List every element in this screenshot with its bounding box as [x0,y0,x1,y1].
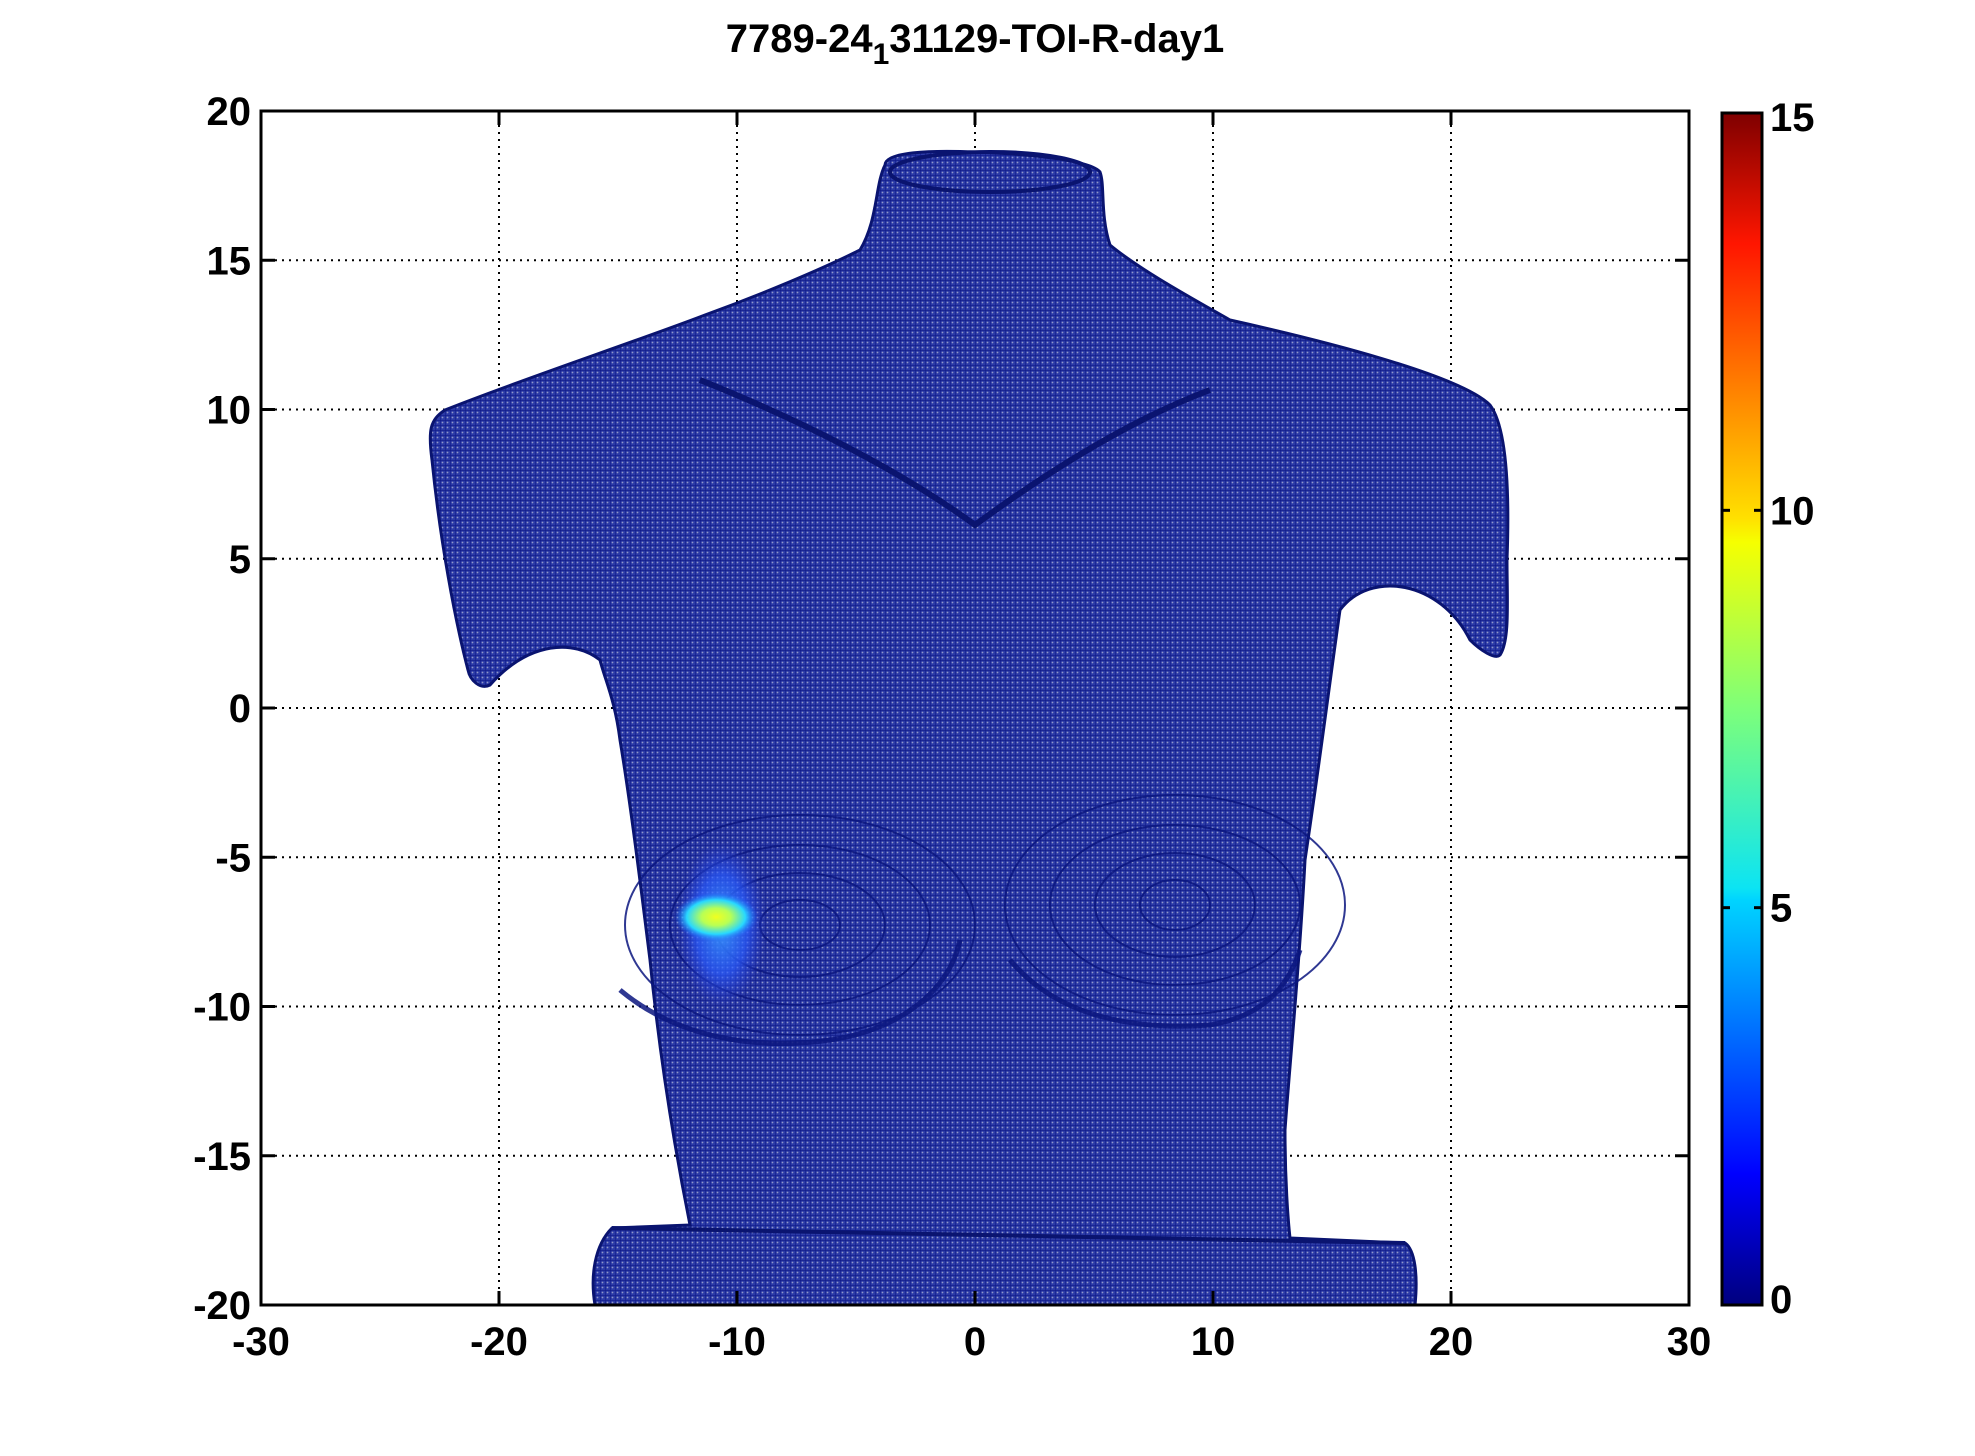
colorbar-tick-label: 10 [1770,489,1815,533]
y-tick-label: -15 [193,1135,251,1179]
neckline [698,377,1212,529]
torso-shape [428,149,1510,1305]
y-tick-label: -10 [193,986,251,1030]
x-tick-label: 20 [1429,1320,1474,1364]
y-tick-label: -20 [193,1284,251,1328]
x-tick-label: -30 [232,1320,290,1364]
torso-surface [428,149,1510,1305]
colorbar-tick-label: 0 [1770,1278,1792,1322]
colorbar-tick-label: 5 [1770,887,1792,931]
chart-title: 7789-24131129-TOI-R-day1 [726,17,1224,71]
x-tick-label: 10 [1191,1320,1236,1364]
y-axis-ticks: 20 15 10 5 0 -5 -10 -15 -20 [193,90,1689,1328]
x-tick-label: 30 [1667,1320,1712,1364]
y-tick-label: 20 [207,90,252,134]
hotspot-core [674,892,758,942]
y-tick-label: 10 [207,389,252,433]
pedestal-edge [611,1226,1406,1245]
colorbar: 0 5 10 15 [1720,96,1815,1322]
x-tick-label: -20 [470,1320,528,1364]
right-breast-contours [1004,794,1346,1029]
colorbar-gradient [1720,111,1764,1307]
title-suffix: 31129-TOI-R-day1 [889,17,1224,61]
temperature-hotspot [674,842,766,1007]
colorbar-tick-label: 15 [1770,96,1815,140]
colorbar-ticks: 0 5 10 15 [1722,96,1815,1322]
left-breast-contours [618,814,976,1046]
y-tick-label: -5 [215,836,251,880]
x-tick-label: 0 [964,1320,986,1364]
x-axis-ticks: -30 -20 -10 0 10 20 30 [232,111,1711,1364]
y-tick-label: 0 [229,687,251,731]
title-subscript: 1 [873,38,890,71]
y-tick-label: 5 [229,538,251,582]
neck-rim [888,150,1092,194]
title-prefix: 7789-24 [726,17,874,61]
x-tick-label: -10 [708,1320,766,1364]
y-tick-label: 15 [207,239,252,283]
